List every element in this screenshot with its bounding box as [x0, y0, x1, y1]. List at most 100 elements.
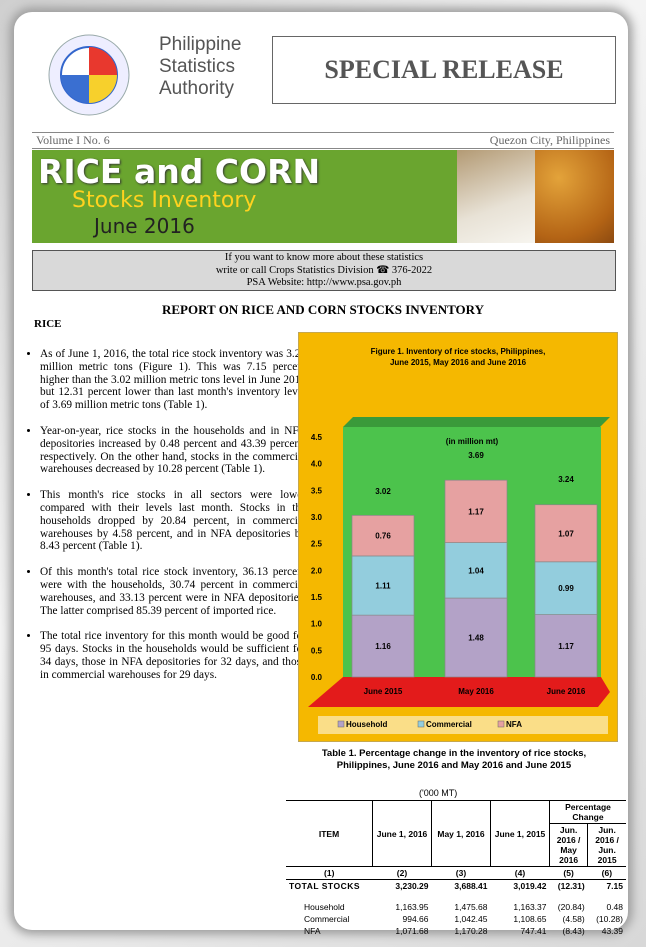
table-cell: 1,170.28 [432, 925, 491, 937]
bullet: As of June 1, 2016, the total rice stock… [40, 348, 306, 412]
legend-swatch [498, 721, 504, 727]
agency-name: Philippine Statistics Authority [159, 34, 241, 100]
legend-label: Household [346, 720, 387, 729]
y-tick-label: 2.0 [311, 566, 323, 575]
column-number: (5) [550, 867, 588, 880]
header-cell: Jun. 2016 / Jun. 2015 [588, 824, 626, 867]
total-label: 3.02 [375, 487, 391, 496]
header-cell: June 1, 2016 [373, 801, 432, 867]
y-tick-label: 1.5 [311, 593, 323, 602]
agency-line: Authority [159, 78, 241, 100]
table-cell: 43.39 [588, 925, 626, 937]
header-cell: June 1, 2015 [491, 801, 550, 867]
chart-subtitle: (in million mt) [446, 437, 499, 446]
table-cell: (12.31) [550, 880, 588, 902]
column-number: (4) [491, 867, 550, 880]
table-cell: 1,475.68 [432, 901, 491, 913]
y-tick-label: 0.5 [311, 646, 323, 655]
section-title: RICE [34, 318, 62, 330]
data-label: 1.17 [558, 642, 574, 651]
table-cell: 3,019.42 [491, 880, 550, 902]
table-title: Table 1. Percentage change in the invent… [304, 748, 604, 772]
legend-label: Commercial [426, 720, 472, 729]
column-number: (3) [432, 867, 491, 880]
header-cell: ITEM [286, 801, 373, 867]
y-tick-label: 4.5 [311, 433, 323, 442]
contact-line: If you want to know more about these sta… [33, 252, 615, 265]
contact-line: PSA Website: http://www.psa.gov.ph [33, 277, 615, 290]
table-cell: TOTAL STOCKS [286, 880, 373, 902]
sheet: Philippine Statistics Authority SPECIAL … [14, 12, 628, 930]
table-cell: 1,108.65 [491, 913, 550, 925]
header-cell: Percentage Change [550, 801, 627, 824]
agency-line: Philippine [159, 34, 241, 56]
data-label: 1.07 [558, 529, 574, 538]
bullet: Of this month's total rice stock invento… [40, 566, 306, 617]
table-cell: 1,071.68 [373, 925, 432, 937]
report-title: REPORT ON RICE AND CORN STOCKS INVENTORY [32, 302, 614, 318]
corn-image [535, 150, 614, 243]
location: Quezon City, Philippines [490, 133, 614, 148]
logo [44, 30, 134, 120]
number-row: (1)(2)(3)(4)(5)(6) [286, 867, 626, 880]
data-label: 1.11 [375, 582, 391, 591]
data-label: 0.76 [375, 532, 391, 541]
table-cell: (4.58) [550, 913, 588, 925]
banner-title: RICE and CORN [38, 152, 320, 191]
column-number: (2) [373, 867, 432, 880]
table-cell: (20.84) [550, 901, 588, 913]
table-row: Commercial994.661,042.451,108.65(4.58)(1… [286, 913, 626, 925]
bullet-list: As of June 1, 2016, the total rice stock… [26, 348, 306, 695]
header-cell: May 1, 2016 [432, 801, 491, 867]
table-cell: 1,163.95 [373, 901, 432, 913]
x-tick-label: June 2015 [364, 687, 403, 696]
contact-box: If you want to know more about these sta… [32, 250, 616, 291]
table-cell: (8.43) [550, 925, 588, 937]
x-tick-label: June 2016 [547, 687, 586, 696]
table-cell: 994.66 [373, 913, 432, 925]
volume-bar: Volume I No. 6 Quezon City, Philippines [32, 132, 614, 149]
table-cell: 1,163.37 [491, 901, 550, 913]
data-label: 1.48 [468, 634, 484, 643]
data-label: 1.04 [468, 566, 484, 575]
column-number: (6) [588, 867, 626, 880]
rice-image [457, 150, 535, 243]
y-tick-label: 3.5 [311, 486, 323, 495]
table-cell: 3,688.41 [432, 880, 491, 902]
bullet: The total rice inventory for this month … [40, 630, 306, 681]
data-label: 1.16 [375, 642, 391, 651]
table-cell: 7.15 [588, 880, 626, 902]
contact-line: write or call Crops Statistics Division … [33, 265, 615, 278]
table-cell: Household [286, 901, 373, 913]
release-type: SPECIAL RELEASE [272, 36, 616, 104]
table-cell: Commercial [286, 913, 373, 925]
data-label: 0.99 [558, 584, 574, 593]
table-cell: 0.48 [588, 901, 626, 913]
bullet: Year-on-year, rice stocks in the househo… [40, 425, 306, 476]
y-tick-label: 3.0 [311, 513, 323, 522]
y-tick-label: 1.0 [311, 620, 323, 629]
y-tick-label: 4.0 [311, 460, 323, 469]
banner-subtitle: Stocks Inventory [72, 188, 256, 213]
data-label: 1.17 [468, 507, 484, 516]
page: Philippine Statistics Authority SPECIAL … [0, 0, 646, 947]
table-cell: (10.28) [588, 913, 626, 925]
chart: Figure 1. Inventory of rice stocks, Phil… [298, 332, 618, 742]
x-tick-label: May 2016 [458, 687, 494, 696]
banner-date: June 2016 [94, 214, 195, 238]
header-cell: Jun. 2016 / May 2016 [550, 824, 588, 867]
legend-label: NFA [506, 720, 522, 729]
legend-swatch [338, 721, 344, 727]
y-tick-label: 0.0 [311, 673, 323, 682]
total-label: 3.24 [558, 475, 574, 484]
column-number: (1) [286, 867, 373, 880]
table-cell: 1,042.45 [432, 913, 491, 925]
banner: RICE and CORN Stocks Inventory June 2016 [32, 150, 457, 243]
table-cell: 747.41 [491, 925, 550, 937]
bullet: This month's rice stocks in all sectors … [40, 489, 306, 553]
legend-swatch [418, 721, 424, 727]
